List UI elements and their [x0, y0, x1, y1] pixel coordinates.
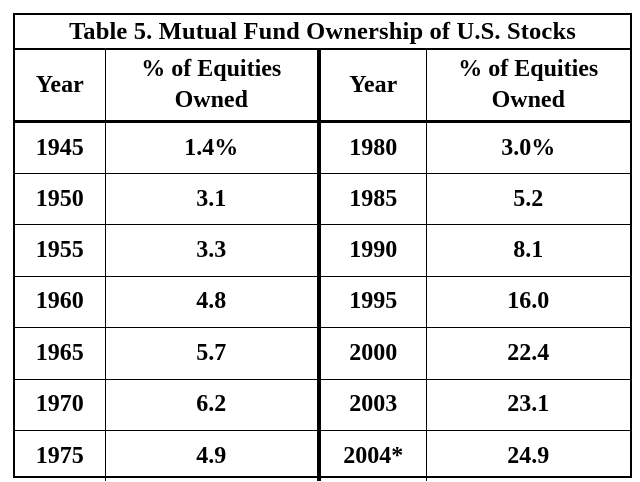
table-row: 1975 4.9 2004* 24.9 [15, 430, 630, 482]
table-row: 1945 1.4% 1980 3.0% [15, 121, 630, 174]
year-left-cell: 1970 [15, 379, 105, 431]
header-pct-left-line1: % of Equities [141, 56, 282, 82]
year-right-cell: 1995 [317, 276, 426, 329]
header-row: Year % of Equities Owned Year % of Equit… [15, 48, 630, 123]
pct-right-cell: 5.2 [425, 173, 630, 226]
year-right-cell: 2000 [317, 327, 426, 380]
pct-left-cell: 4.9 [104, 430, 319, 482]
pct-right-cell: 3.0% [425, 121, 630, 174]
year-left-cell: 1960 [15, 276, 105, 329]
mutual-fund-ownership-table: Year % of Equities Owned Year % of Equit… [15, 48, 630, 482]
pct-left-cell: 6.2 [104, 379, 319, 431]
header-pct-left-line2: Owned [174, 87, 248, 113]
table-row: 1950 3.1 1985 5.2 [15, 173, 630, 226]
year-right-cell: 1990 [317, 224, 426, 277]
year-right-cell: 1980 [317, 121, 426, 174]
pct-right-cell: 23.1 [425, 379, 630, 431]
pct-right-cell: 24.9 [425, 430, 630, 482]
year-right-cell: 2003 [317, 379, 426, 431]
pct-left-cell: 1.4% [104, 121, 319, 174]
header-year-right: Year [317, 48, 426, 123]
header-pct-right-line1: % of Equities [458, 56, 599, 82]
year-left-cell: 1955 [15, 224, 105, 277]
year-left-cell: 1975 [35, 442, 84, 469]
pct-left-cell: 3.1 [104, 173, 319, 226]
pct-right-cell: 8.1 [425, 224, 630, 277]
header-year-left: Year [15, 48, 105, 123]
table-row: 1960 4.8 1995 16.0 [15, 276, 630, 329]
header-pct-right-line2: Owned [491, 87, 565, 113]
pct-right-cell: 22.4 [425, 327, 630, 380]
pct-left-cell: 3.3 [104, 224, 319, 277]
year-left-cell: 1945 [15, 121, 105, 174]
pct-left-cell: 5.7 [104, 327, 319, 380]
year-left-cell: 1950 [15, 173, 105, 226]
table-row: 1970 6.2 2003 23.1 [15, 379, 630, 431]
year-left-cell: 1965 [15, 327, 105, 380]
year-right-cell: 2004* [317, 430, 426, 482]
year-right-cell: 1985 [317, 173, 426, 226]
table-row: 1965 5.7 2000 22.4 [15, 327, 630, 380]
header-pct-left: % of Equities Owned [104, 48, 319, 123]
pct-right-cell: 16.0 [425, 276, 630, 329]
table-title: Table 5. Mutual Fund Ownership of U.S. S… [69, 18, 576, 45]
table-row: 1955 3.3 1990 8.1 [15, 224, 630, 277]
header-pct-right: % of Equities Owned [425, 48, 630, 123]
table-frame: Table 5. Mutual Fund Ownership of U.S. S… [13, 13, 632, 482]
pct-left-cell: 4.8 [104, 276, 319, 329]
